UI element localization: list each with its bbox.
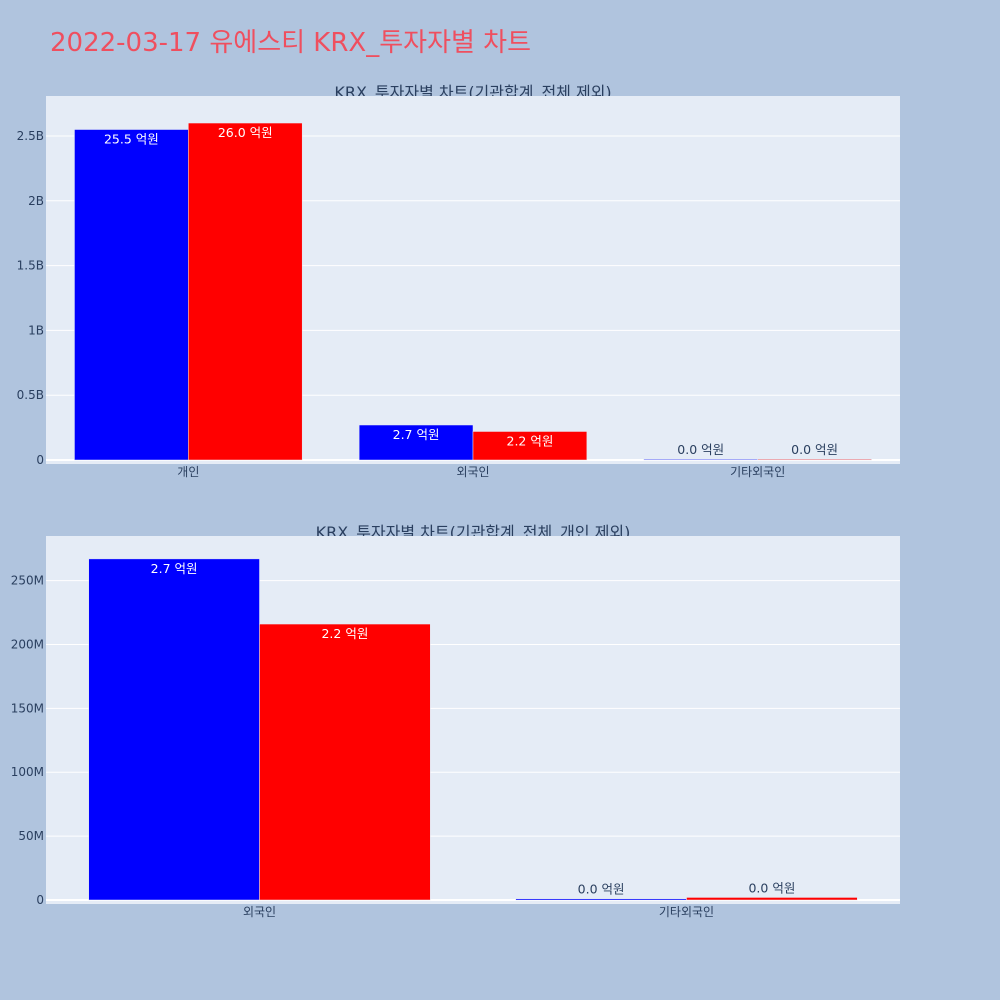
y-tick-label: 2.5B: [17, 129, 44, 143]
bar: [757, 458, 872, 461]
page-title: 2022-03-17 유에스티 KRX_투자자별 차트: [50, 28, 532, 58]
x-tick-label: 외국인: [456, 465, 489, 479]
bar: [88, 558, 260, 901]
y-tick-label: 100M: [11, 765, 44, 779]
data-label: 26.0 억원: [218, 125, 273, 140]
data-label: 0.0 억원: [748, 880, 795, 895]
y-tick-label: 1B: [28, 323, 44, 337]
y-tick-label: 2B: [28, 194, 44, 208]
y-tick-label: 200M: [11, 637, 44, 651]
bar: [515, 898, 687, 901]
bar: [188, 122, 303, 461]
bar: [74, 129, 189, 461]
x-tick-label: 기타외국인: [730, 465, 785, 479]
y-tick-label: 250M: [11, 574, 44, 588]
data-label: 25.5 억원: [104, 132, 159, 147]
x-tick-label: 개인: [177, 465, 199, 479]
x-tick-label: 외국인: [243, 905, 276, 919]
data-label: 2.7 억원: [151, 561, 198, 576]
data-label: 2.2 억원: [507, 433, 554, 448]
bar: [643, 458, 758, 461]
bar-chart-2: 0 50M 100M 150M 200M 250M 외국인 2.7 억원 2.2 억원기타외국인…: [11, 536, 900, 919]
y-tick-label: 1.5B: [17, 259, 44, 273]
bar: [358, 424, 474, 461]
bar: [259, 623, 431, 901]
data-label: 0.0 억원: [677, 442, 724, 457]
data-label: 0.0 억원: [578, 882, 625, 897]
data-label: 0.0 억원: [791, 442, 838, 457]
data-label: 2.2 억원: [321, 626, 368, 641]
bar: [472, 431, 588, 461]
y-tick-label: 0: [36, 893, 44, 907]
y-tick-label: 0: [36, 453, 44, 467]
data-label: 2.7 억원: [393, 427, 440, 442]
y-tick-label: 50M: [18, 829, 44, 843]
x-tick-label: 기타외국인: [659, 905, 714, 919]
y-tick-label: 0.5B: [17, 388, 44, 402]
bar: [686, 897, 858, 901]
y-tick-label: 150M: [11, 701, 44, 715]
